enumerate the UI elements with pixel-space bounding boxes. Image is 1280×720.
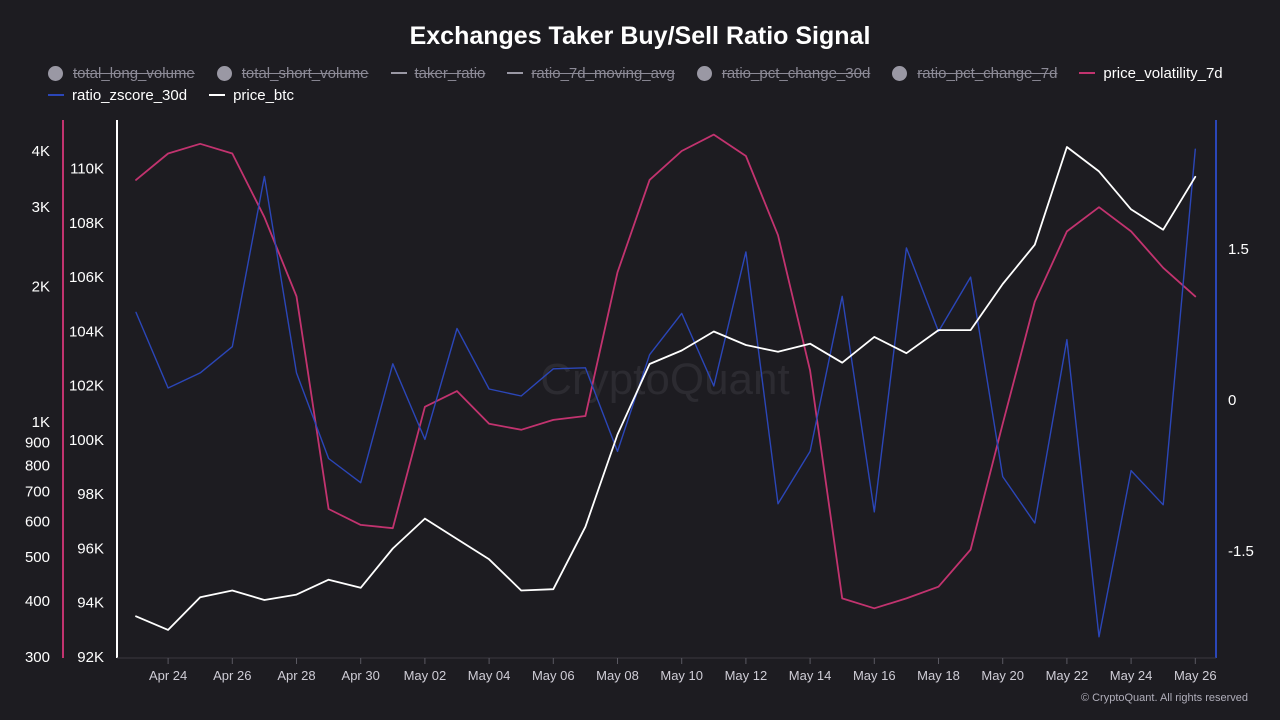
x-tick-label: May 26 [1174,668,1217,683]
legend-line-icon [390,72,407,74]
legend-item-ratio-7d-moving-avg[interactable]: ratio_7d_moving_avg [507,64,675,82]
legend-label: ratio_pct_change_30d [721,64,871,82]
legend-line-icon [48,94,64,96]
volatility-tick-label: 1K [32,414,50,431]
volatility-tick-label: 3K [32,199,50,216]
legend-line-icon [507,72,524,74]
legend-line-icon [1079,72,1096,74]
legend-item-ratio-pct-change-30d[interactable]: ratio_pct_change_30d [696,64,871,82]
legend-item-total-long-volume[interactable]: total_long_volume [48,65,195,82]
series-line-price-volatility-7d [135,133,1197,610]
chart-title: Exchanges Taker Buy/Sell Ratio Signal [409,22,871,50]
legend-label: total_short_volume [241,64,369,82]
legend-dot-icon [216,65,232,81]
x-tick-label: May 14 [789,668,832,683]
legend-item-ratio-pct-change-7d[interactable]: ratio_pct_change_7d [892,65,1057,82]
legend-row: ratio_zscore_30d price_btc [48,84,1248,106]
volatility-tick-label: 900 [25,434,50,451]
volatility-tick-label: 400 [25,593,50,610]
price-tick-label: 110K [70,161,104,178]
price-tick-label: 104K [69,323,104,340]
price-tick-label: 102K [69,378,104,395]
price-tick-label: 96K [77,540,104,557]
x-tick-label: May 04 [468,668,511,683]
x-tick-label: May 08 [596,668,639,683]
x-tick-label: May 18 [917,668,960,683]
zscore-tick-label: -1.5 [1228,543,1254,560]
legend-row: total_long_volume total_short_volume taker… [48,62,1248,84]
legend-item-price-btc[interactable]: price_btc [209,87,294,104]
legend-dot-icon [892,65,908,81]
price-tick-label: 98K [77,486,104,503]
x-tick-label: May 16 [853,668,896,683]
watermark-text: CryptoQuant [540,355,789,404]
price-tick-label: 92K [77,649,104,666]
copyright-footer: © CryptoQuant. All rights reserved [1080,692,1248,704]
legend-dot-icon [48,65,63,81]
legend: total_long_volume total_short_volume taker… [48,62,1248,106]
price-tick-label: 108K [69,215,104,232]
series-line-ratio-zscore-30d [135,148,1197,638]
x-tick-label: May 06 [532,668,575,683]
series-line-price-btc [135,146,1197,631]
x-tick-label: Apr 24 [149,668,187,683]
legend-label: total_long_volume [73,64,195,82]
volatility-tick-label: 800 [25,457,50,474]
x-tick-label: May 02 [404,668,447,683]
legend-line-icon [209,94,226,96]
legend-label: ratio_7d_moving_avg [531,64,675,82]
volatility-tick-label: 500 [25,549,50,566]
legend-item-ratio-zscore-30d[interactable]: ratio_zscore_30d [48,87,187,104]
legend-label: price_btc [233,86,294,104]
price-tick-label: 100K [69,432,104,449]
x-tick-label: Apr 28 [277,668,315,683]
price-tick-label: 94K [77,595,104,612]
legend-label: taker_ratio [414,64,486,82]
x-tick-label: May 24 [1110,668,1153,683]
legend-item-total-short-volume[interactable]: total_short_volume [216,64,369,82]
zscore-tick-label: 1.5 [1228,241,1249,258]
x-tick-label: Apr 26 [213,668,251,683]
volatility-tick-label: 2K [32,278,50,295]
x-tick-label: Apr 30 [342,668,380,683]
x-tick-label: May 10 [660,668,703,683]
legend-item-price-volatility-7d[interactable]: price_volatility_7d [1079,64,1223,82]
x-tick-label: May 12 [725,668,768,683]
legend-label: price_volatility_7d [1103,64,1223,82]
volatility-tick-label: 600 [25,514,50,531]
price-tick-label: 106K [69,269,104,286]
volatility-tick-label: 700 [25,483,50,500]
zscore-tick-label: 0 [1228,392,1236,409]
axes-layer: 300 400 500 600 700 800 900 1K 2K 3K 4K 92K 94K 96K 98… [25,120,1254,683]
series-layer [135,133,1197,638]
legend-label: ratio_zscore_30d [72,86,188,104]
volatility-tick-label: 300 [25,649,50,666]
x-tick-label: May 20 [981,668,1024,683]
volatility-tick-label: 4K [32,143,50,160]
x-tick-label: May 22 [1046,668,1089,683]
legend-item-taker-ratio[interactable]: taker_ratio [390,64,486,82]
legend-label: ratio_pct_change_7d [917,64,1058,82]
legend-dot-icon [696,65,712,81]
